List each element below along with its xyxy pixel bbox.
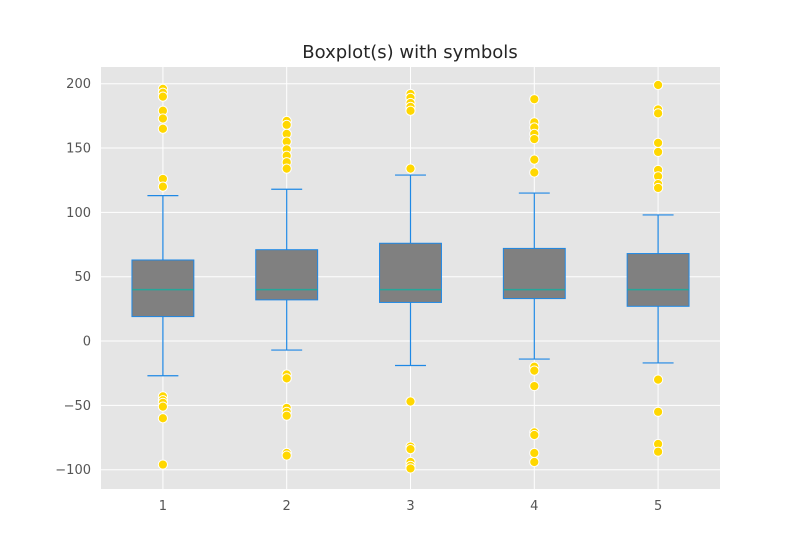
flier-point [653, 406, 664, 417]
y-tick-label: 150 [66, 142, 91, 157]
y-tick-label: 200 [66, 77, 91, 92]
flier-point [157, 459, 168, 470]
flier-point [529, 365, 540, 376]
flier-point [653, 182, 664, 194]
flier-point [157, 113, 168, 124]
chart-title: Boxplot(s) with symbols [302, 42, 517, 63]
x-tick-label: 4 [530, 499, 538, 514]
y-tick-label: −50 [64, 399, 91, 414]
flier-point [157, 413, 168, 424]
box-group-2 [255, 115, 319, 461]
flier-point [405, 163, 416, 174]
y-axis-ticks: −100 −50 0 50 100 150 200 [55, 77, 91, 478]
flier-point [653, 137, 664, 149]
flier-point [653, 374, 664, 385]
flier-point [157, 91, 168, 102]
flier-point [157, 401, 168, 412]
x-tick-label: 2 [283, 499, 291, 514]
y-tick-label: 100 [66, 206, 91, 221]
flier-point [405, 444, 416, 455]
flier-point [529, 456, 540, 468]
flier-point [405, 105, 416, 116]
flier-point [281, 163, 292, 174]
flier-point [653, 108, 664, 119]
box-group-5 [626, 79, 690, 457]
flier-point [529, 429, 540, 441]
box-iqr [255, 249, 319, 301]
flier-point [529, 94, 540, 105]
flier-point [653, 79, 664, 91]
y-tick-label: 50 [74, 270, 91, 285]
box-group-3 [379, 88, 442, 474]
flier-point [529, 447, 540, 459]
x-tick-label: 1 [159, 499, 167, 514]
flier-point [281, 373, 292, 384]
box-group-4 [502, 94, 566, 468]
flier-point [529, 167, 540, 178]
y-tick-label: −100 [55, 463, 91, 478]
boxes [131, 79, 690, 474]
flier-point [281, 410, 292, 421]
x-tick-label: 3 [406, 499, 414, 514]
flier-point [281, 450, 292, 461]
flier-point [653, 146, 664, 158]
flier-point [529, 133, 540, 145]
box-iqr [502, 247, 566, 300]
box-group-1 [131, 83, 195, 470]
flier-point [281, 119, 292, 130]
x-axis-ticks: 1 2 3 4 5 [159, 499, 662, 514]
x-tick-label: 5 [654, 499, 662, 514]
flier-point [405, 463, 416, 474]
flier-point [529, 154, 540, 165]
flier-point [157, 123, 168, 134]
box-iqr [131, 259, 195, 318]
flier-point [157, 181, 168, 192]
box-iqr [379, 242, 442, 303]
flier-point [653, 446, 664, 457]
box-iqr [626, 253, 690, 307]
flier-point [529, 380, 540, 392]
flier-point [405, 396, 416, 407]
y-tick-label: 0 [83, 335, 91, 350]
